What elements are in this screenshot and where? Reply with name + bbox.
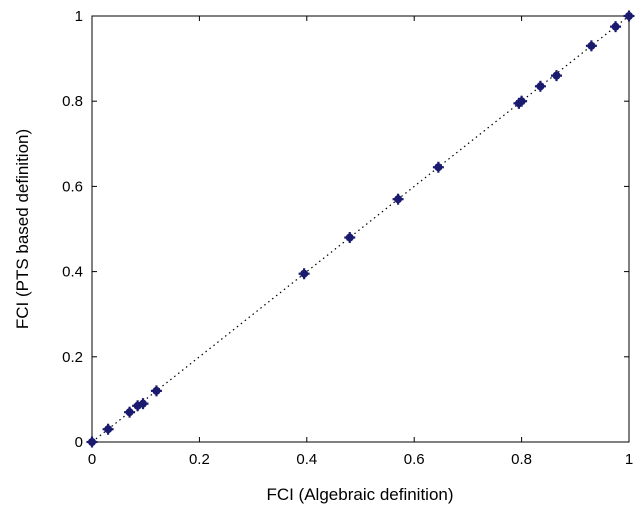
x-tick-label: 0.2 xyxy=(189,451,210,468)
data-point xyxy=(150,385,162,397)
y-tick-label: 0.4 xyxy=(62,264,83,281)
data-point xyxy=(551,70,563,82)
data-point xyxy=(86,436,98,448)
x-axis-title: FCI (Algebraic definition) xyxy=(266,485,453,504)
data-point xyxy=(534,80,546,92)
x-tick-label: 0.8 xyxy=(511,451,532,468)
data-point xyxy=(124,406,136,418)
data-point xyxy=(432,161,444,173)
x-tick-label: 0 xyxy=(88,451,96,468)
y-tick-label: 0 xyxy=(75,434,83,451)
x-tick-label: 1 xyxy=(625,451,633,468)
data-point xyxy=(344,232,356,244)
y-tick-label: 0.6 xyxy=(62,178,83,195)
y-axis-title: FCI (PTS based definition) xyxy=(13,129,32,329)
data-point xyxy=(585,40,597,52)
data-point xyxy=(137,398,149,410)
x-tick-label: 0.6 xyxy=(404,451,425,468)
y-tick-label: 1 xyxy=(75,8,83,25)
data-point xyxy=(298,268,310,280)
data-point xyxy=(516,95,528,107)
y-tick-label: 0.2 xyxy=(62,349,83,366)
data-point xyxy=(623,10,635,22)
data-point xyxy=(102,423,114,435)
data-points xyxy=(86,10,635,448)
y-tick-label: 0.8 xyxy=(62,93,83,110)
x-tick-label: 0.4 xyxy=(296,451,317,468)
data-point xyxy=(610,21,622,33)
data-point xyxy=(392,193,404,205)
